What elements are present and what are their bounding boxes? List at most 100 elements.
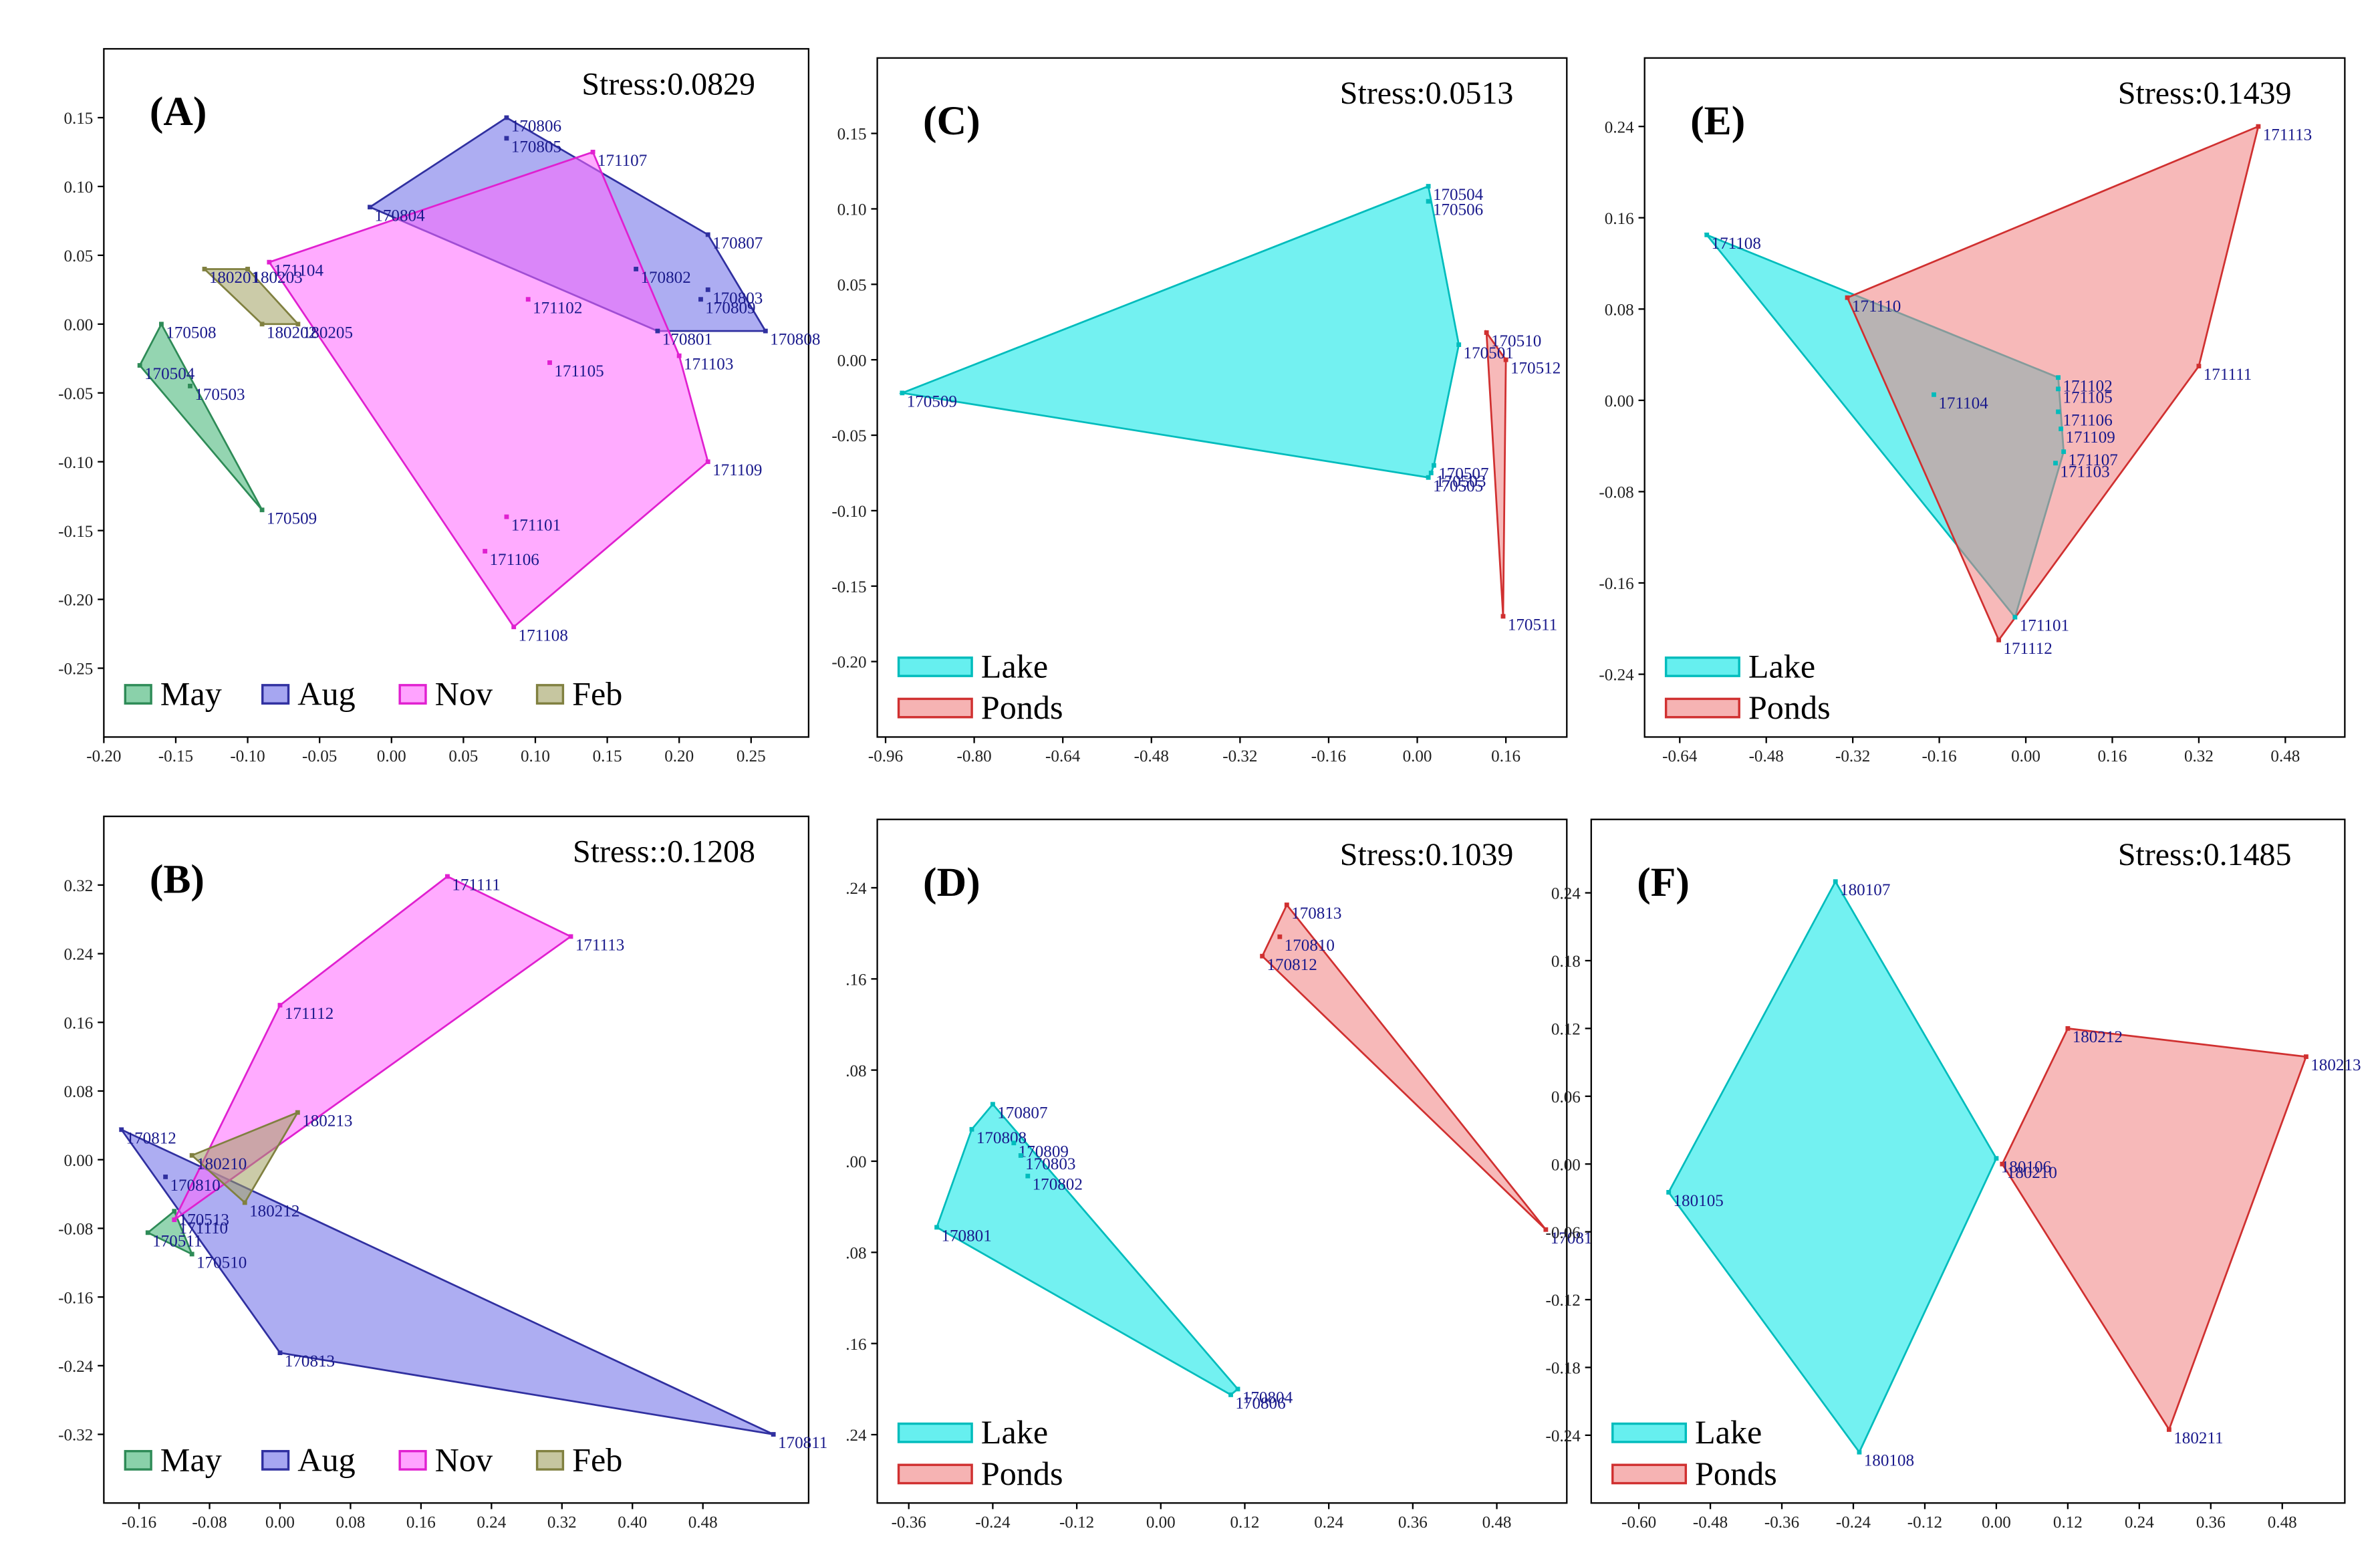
point-label: 180202	[267, 324, 317, 342]
point-label: 180212	[249, 1202, 299, 1220]
point-label: 171112	[285, 1005, 334, 1023]
point	[1426, 199, 1431, 204]
point-label: 180205	[303, 324, 353, 342]
point-label: 170810	[170, 1177, 220, 1195]
y-tick-label: -0.08	[1599, 484, 1633, 502]
legend-swatch	[535, 1449, 565, 1471]
y-tick-label: -0.25	[58, 661, 93, 679]
point-label: 180211	[2173, 1429, 2223, 1447]
point	[2059, 427, 2064, 431]
point-label: 171105	[554, 362, 604, 380]
point	[163, 1174, 168, 1179]
x-tick-label: 0.24	[2125, 1514, 2154, 1532]
legend-swatch	[535, 684, 565, 705]
y-tick-label: .00	[845, 1153, 866, 1171]
point	[2056, 409, 2061, 414]
point-label: 180203	[252, 269, 302, 287]
point	[504, 514, 509, 519]
x-tick-label: 0.08	[336, 1514, 365, 1532]
point	[771, 1432, 776, 1437]
legend-swatch	[897, 656, 973, 677]
point-label: 170806	[1235, 1395, 1285, 1413]
point	[172, 1209, 177, 1214]
y-tick-label: 0.10	[63, 178, 93, 197]
point	[590, 150, 596, 154]
point	[504, 115, 509, 120]
y-tick-label: -0.06	[1546, 1224, 1581, 1242]
point-label: 170804	[1242, 1389, 1293, 1407]
point-label: 170811	[778, 1434, 827, 1452]
point	[1845, 295, 1850, 300]
point	[445, 874, 450, 879]
panel: -0.96 -0.80 -0.64 -0.48 -0.32 -0.16 0.00 0.16 -0…	[831, 57, 1568, 765]
legend-swatch	[124, 1449, 152, 1471]
point-label: 170507	[1438, 465, 1488, 483]
point	[1484, 330, 1489, 335]
point	[1994, 1156, 1999, 1161]
legend-label: Nov	[435, 675, 493, 713]
point	[1704, 232, 1710, 237]
point-label: 180105	[1674, 1192, 1724, 1210]
x-tick-label: -0.24	[975, 1514, 1011, 1532]
group-hull	[146, 1209, 194, 1256]
point-label: 171101	[2020, 617, 2069, 635]
legend-label: Ponds	[1748, 689, 1831, 726]
point-label: 170808	[770, 331, 820, 349]
point	[159, 322, 164, 327]
point-label: 171113	[2263, 126, 2312, 144]
point-label: 170510	[1491, 332, 1541, 350]
x-tick-label: 0.16	[1491, 747, 1520, 765]
group-hull	[190, 1110, 300, 1205]
x-tick-label: 0.24	[1314, 1514, 1343, 1532]
x-tick-label: 0.24	[477, 1514, 506, 1532]
y-tick-label: 0.15	[63, 110, 93, 128]
x-tick-label: -0.32	[1222, 747, 1257, 765]
y-tick-label: 0.00	[1551, 1156, 1581, 1174]
point	[1277, 934, 1283, 939]
x-tick-label: -0.20	[86, 747, 121, 765]
x-tick-label: -0.36	[892, 1514, 926, 1532]
group-hull	[267, 150, 709, 628]
x-tick-label: -0.48	[1134, 747, 1169, 765]
point	[2065, 1026, 2071, 1031]
point-label: 171109	[712, 461, 762, 479]
y-tick-label: -0.18	[1546, 1360, 1581, 1378]
group-hull	[935, 1102, 1239, 1397]
point	[1025, 1173, 1031, 1179]
point-label: 170801	[941, 1227, 991, 1245]
x-tick-label: 0.48	[1482, 1514, 1512, 1532]
point	[1284, 903, 1289, 907]
legend-label: Feb	[572, 1441, 622, 1478]
point-label: 170813	[1291, 905, 1341, 923]
point	[145, 1230, 150, 1235]
y-tick-label: 0.08	[63, 1083, 93, 1101]
point-label: 170802	[640, 269, 690, 287]
legend-swatch	[1611, 1422, 1688, 1443]
point	[655, 328, 660, 334]
x-tick-label: 0.16	[406, 1514, 436, 1532]
point	[698, 297, 703, 302]
point-label: 170508	[166, 324, 216, 342]
point	[1426, 475, 1431, 480]
point	[568, 934, 573, 939]
y-tick-label: 0.32	[63, 877, 93, 895]
point	[634, 267, 639, 271]
x-tick-label: 0.00	[377, 747, 406, 765]
point	[295, 1110, 300, 1115]
legend-label: Aug	[297, 675, 355, 713]
point	[1456, 342, 1462, 348]
legend-swatch	[261, 684, 290, 705]
point	[2056, 386, 2061, 392]
point-label: 180108	[1864, 1452, 1914, 1470]
point-label: 171104	[274, 262, 324, 280]
point-label: 170802	[1033, 1176, 1083, 1194]
y-tick-label: -0.24	[58, 1358, 94, 1376]
point	[188, 384, 192, 388]
y-tick-label: -0.20	[831, 654, 866, 672]
point	[2012, 614, 2018, 620]
point	[259, 322, 265, 327]
point	[172, 1217, 177, 1222]
group-hull	[1261, 903, 1547, 1231]
point	[1543, 1227, 1549, 1232]
point-label: 170803	[1025, 1155, 1075, 1173]
